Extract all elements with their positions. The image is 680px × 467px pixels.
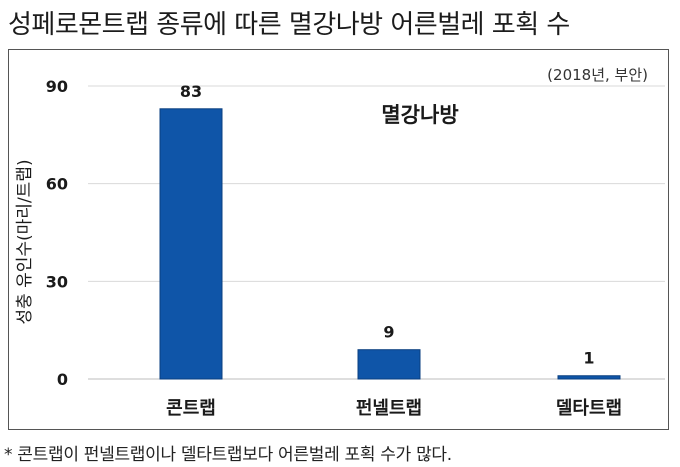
x-tick-label: 콘트랩 bbox=[166, 398, 216, 419]
y-tick-label: 90 bbox=[46, 77, 68, 96]
chart-subtitle: (2018년, 부안) bbox=[547, 66, 648, 84]
y-tick-label: 30 bbox=[46, 272, 68, 291]
y-tick-label: 60 bbox=[46, 175, 68, 194]
y-axis-label: 성충 유인수(마리/트랩) bbox=[15, 159, 35, 324]
x-tick-label: 펀넬트랩 bbox=[356, 398, 422, 419]
bar-2 bbox=[357, 349, 421, 380]
data-label: 1 bbox=[583, 349, 594, 368]
y-tick-label: 0 bbox=[57, 370, 68, 389]
footnote: * 콘트랩이 펀넬트랩이나 델타트랩보다 어른벌레 포획 수가 많다. bbox=[4, 445, 452, 465]
bar-3 bbox=[557, 375, 621, 380]
figure-title: 성페로몬트랩 종류에 따른 멸강나방 어른벌레 포획 수 bbox=[8, 10, 570, 40]
x-tick-label: 델타트랩 bbox=[556, 398, 622, 419]
bar-1 bbox=[159, 108, 223, 380]
chart-title: 멸강나방 bbox=[381, 103, 458, 127]
data-label: 83 bbox=[180, 82, 202, 101]
chart-frame bbox=[8, 49, 669, 430]
data-label: 9 bbox=[383, 323, 394, 342]
